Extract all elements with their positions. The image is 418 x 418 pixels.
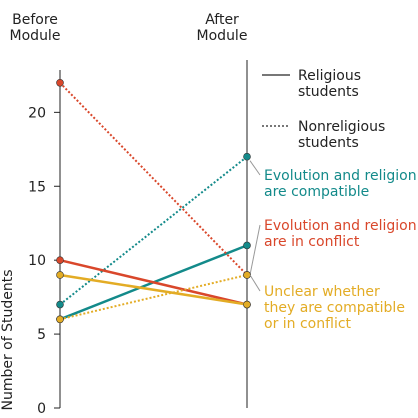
- axes: [59, 60, 248, 408]
- legend-label: Religious students: [298, 68, 361, 100]
- point: [56, 78, 64, 87]
- column-header: After Module: [197, 12, 248, 44]
- leader: [249, 274, 261, 292]
- y-tick-label: 0: [37, 401, 46, 417]
- leader: [249, 160, 261, 176]
- leader: [249, 224, 261, 276]
- y-tick-label: 20: [28, 105, 46, 121]
- point: [56, 271, 64, 279]
- slope-line: [59, 273, 248, 306]
- point: [56, 300, 64, 309]
- point: [243, 152, 251, 161]
- point: [243, 271, 251, 279]
- point: [243, 300, 251, 309]
- column-header: Before Module: [10, 12, 61, 44]
- slope-line: [59, 82, 248, 276]
- y-axis-label: Number of Students: [0, 269, 16, 410]
- group-label: Evolution and religion are in conflict: [264, 218, 417, 250]
- group-label: Evolution and religion are compatible: [264, 168, 417, 200]
- point: [56, 315, 64, 324]
- slope-line: [59, 273, 248, 321]
- slope-line: [59, 258, 248, 306]
- group-label: Unclear whether they are compatible or in …: [264, 284, 405, 332]
- legend-label: Nonreligious students: [298, 119, 385, 151]
- y-tick-label: 5: [37, 327, 46, 343]
- y-tick-label: 15: [28, 179, 46, 195]
- point: [56, 256, 64, 264]
- point: [243, 241, 251, 250]
- y-tick-label: 10: [28, 253, 46, 269]
